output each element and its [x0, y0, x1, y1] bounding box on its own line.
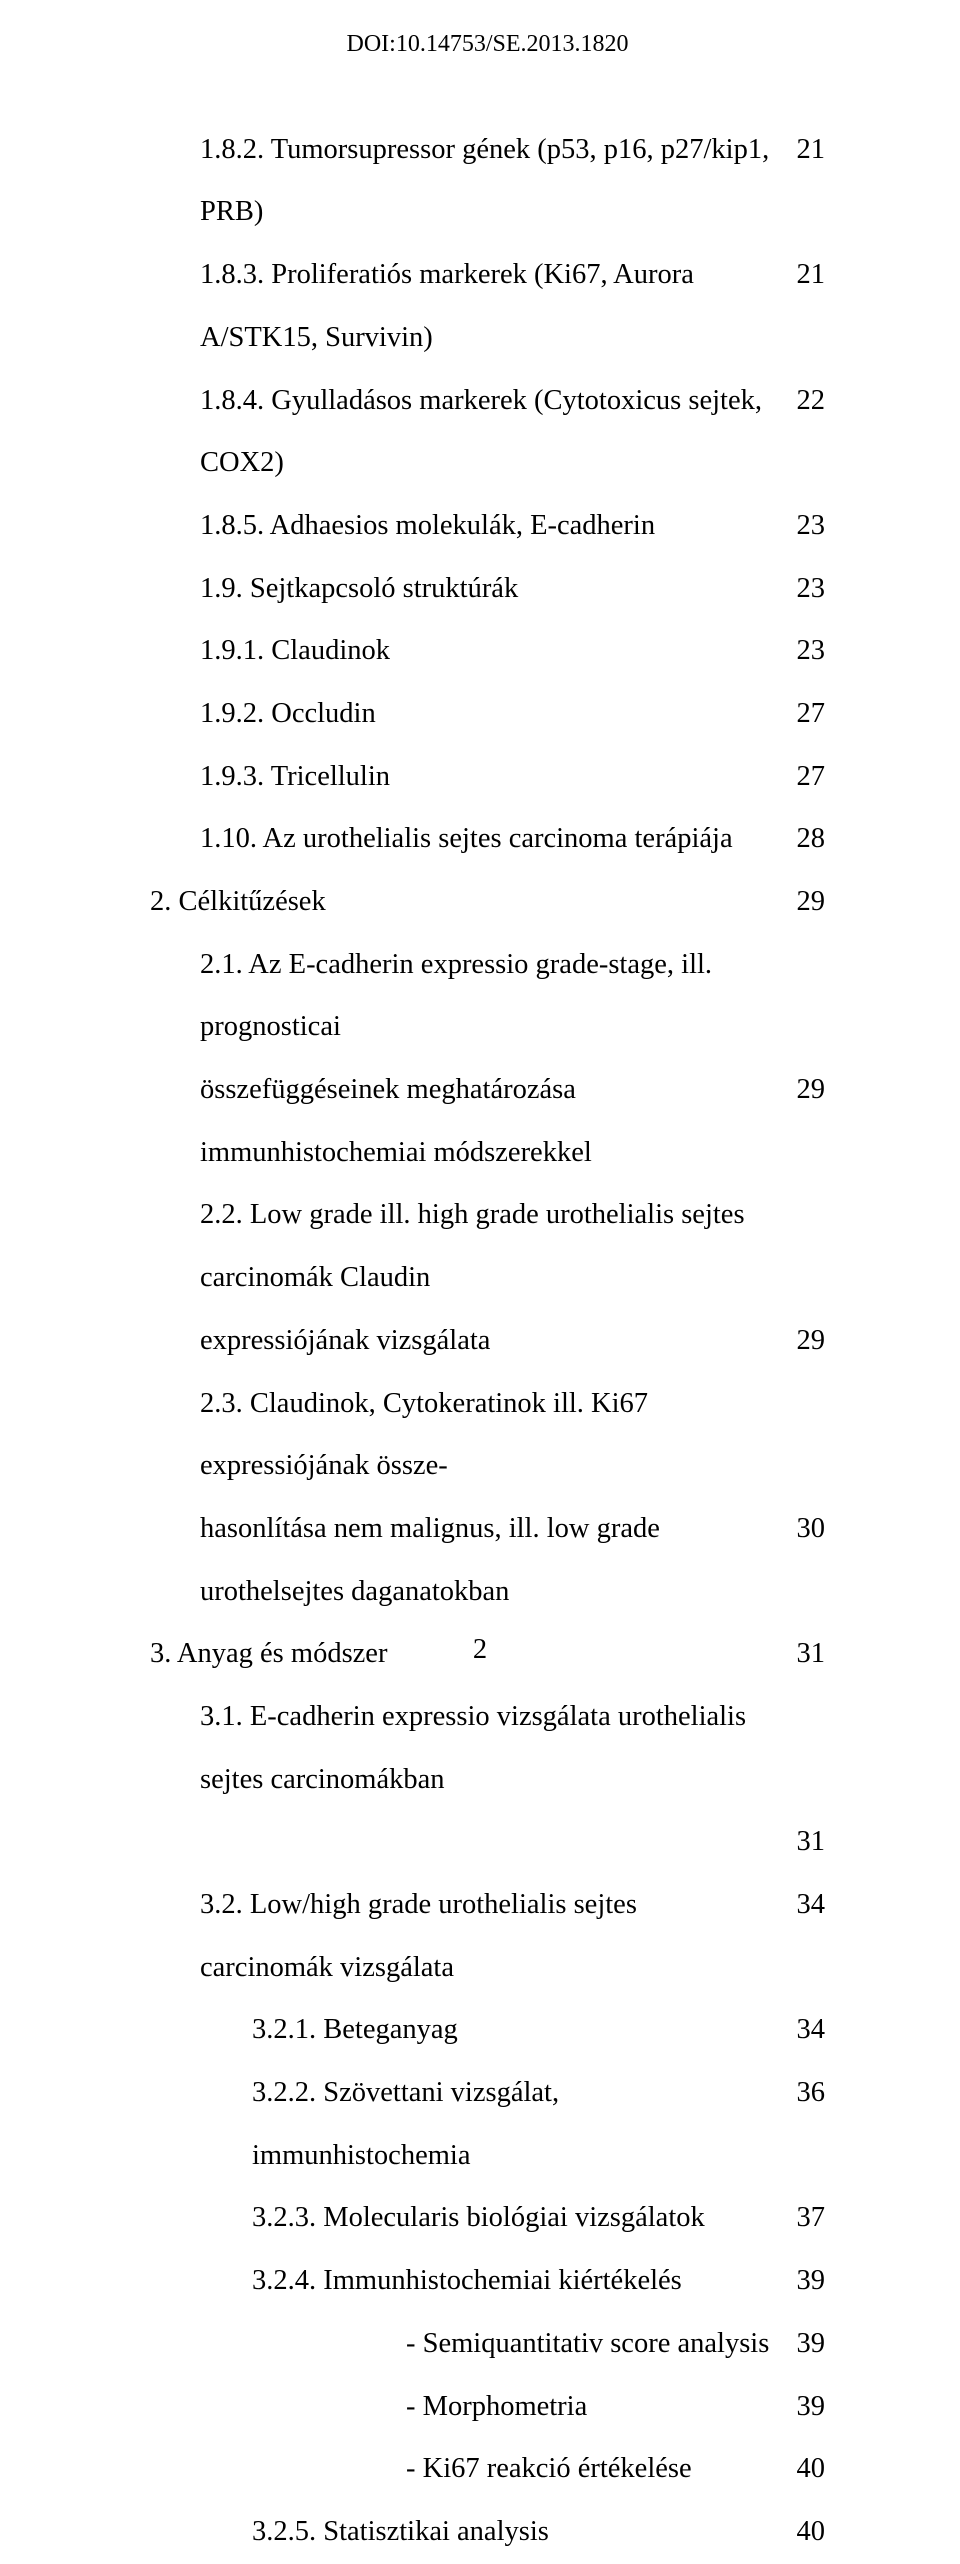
toc-entry-page: 23 [775, 558, 825, 621]
doi-header: DOI:10.14753/SE.2013.1820 [150, 30, 825, 59]
toc-entry-text: 3.2.1. Beteganyag [252, 1999, 775, 2062]
toc-entry-text: 1.8.4. Gyulladásos markerek (Cytotoxicus… [200, 370, 775, 495]
toc-entry-text: 1.8.5. Adhaesios molekulák, E-cadherin [200, 495, 775, 558]
toc-line: 1.8.3. Proliferatiós markerek (Ki67, Aur… [150, 244, 825, 369]
toc-entry-text: összefüggéseinek meghatározása immunhist… [200, 1059, 775, 1184]
toc-line: 2.2. Low grade ill. high grade urothelia… [150, 1184, 825, 1309]
toc-entry-page: 40 [775, 2438, 825, 2501]
toc-entry-page: 39 [775, 2250, 825, 2313]
toc-entry-page: 30 [775, 1498, 825, 1561]
toc-entry-text: 1.8.3. Proliferatiós markerek (Ki67, Aur… [200, 244, 775, 369]
toc-line: 1.9. Sejtkapcsoló struktúrák23 [150, 558, 825, 621]
toc-entry-page: 40 [775, 2501, 825, 2564]
toc-entry-page: 21 [775, 244, 825, 307]
toc-entry-text: 3.2. Low/high grade urothelialis sejtes … [200, 1874, 775, 1999]
toc-entry-page: 31 [775, 1811, 825, 1874]
toc-line: - Semiquantitativ score analysis39 [150, 2313, 825, 2376]
document-page: DOI:10.14753/SE.2013.1820 1.8.2. Tumorsu… [0, 0, 960, 1742]
toc-entry-page: 36 [775, 2062, 825, 2125]
toc-line: 3.2.2. Szövettani vizsgálat, immunhistoc… [150, 2062, 825, 2187]
toc-line: 3.2.1. Beteganyag34 [150, 1999, 825, 2062]
toc-entry-page: 29 [775, 1059, 825, 1122]
toc-entry-page: 34 [775, 1874, 825, 1937]
toc-line: 3.1. E-cadherin expressio vizsgálata uro… [150, 1686, 825, 1811]
toc-entry-page: 29 [775, 871, 825, 934]
toc-line: 31 [150, 1811, 825, 1874]
toc-entry-page: 22 [775, 370, 825, 433]
toc-entry-page: 34 [775, 1999, 825, 2062]
toc-entry-text: 1.8.2. Tumorsupressor gének (p53, p16, p… [200, 119, 775, 244]
toc-entry-text: 3.2.3. Molecularis biológiai vizsgálatok [252, 2187, 775, 2250]
toc-entry-text: 2.1. Az E-cadherin expressio grade-stage… [200, 934, 775, 1059]
toc-entry-page: 21 [775, 119, 825, 182]
toc-line: összefüggéseinek meghatározása immunhist… [150, 1059, 825, 1184]
toc-entry-text: - Ki67 reakció értékelése [406, 2438, 775, 2501]
toc-entry-text: 1.9.3. Tricellulin [200, 746, 775, 809]
toc-entry-page: 27 [775, 683, 825, 746]
toc-entry-text: 1.9. Sejtkapcsoló struktúrák [200, 558, 775, 621]
toc-entry-text: 1.10. Az urothelialis sejtes carcinoma t… [200, 808, 775, 871]
toc-line: 3.2.4. Immunhistochemiai kiértékelés39 [150, 2250, 825, 2313]
toc-line: 1.9.3. Tricellulin27 [150, 746, 825, 809]
toc-entry-page: 27 [775, 746, 825, 809]
table-of-contents: 1.8.2. Tumorsupressor gének (p53, p16, p… [150, 119, 825, 2564]
toc-line: 1.8.5. Adhaesios molekulák, E-cadherin23 [150, 495, 825, 558]
page-number-footer: 2 [0, 1619, 960, 1682]
toc-entry-page: 37 [775, 2187, 825, 2250]
toc-entry-text: 3.2.2. Szövettani vizsgálat, immunhistoc… [252, 2062, 775, 2187]
toc-entry-text: - Morphometria [406, 2376, 775, 2439]
toc-line: 3.2.3. Molecularis biológiai vizsgálatok… [150, 2187, 825, 2250]
toc-entry-page: 23 [775, 495, 825, 558]
toc-line: 3.2.5. Statisztikai analysis40 [150, 2501, 825, 2564]
toc-entry-page: 39 [775, 2376, 825, 2439]
toc-entry-text: hasonlítása nem malignus, ill. low grade… [200, 1498, 775, 1623]
toc-line: 1.8.2. Tumorsupressor gének (p53, p16, p… [150, 119, 825, 244]
toc-entry-text: 1.9.2. Occludin [200, 683, 775, 746]
toc-entry-page: 29 [775, 1310, 825, 1373]
toc-line: 2.3. Claudinok, Cytokeratinok ill. Ki67 … [150, 1373, 825, 1498]
toc-entry-text: 3.2.4. Immunhistochemiai kiértékelés [252, 2250, 775, 2313]
toc-line: hasonlítása nem malignus, ill. low grade… [150, 1498, 825, 1623]
toc-entry-text: expressiójának vizsgálata [200, 1310, 775, 1373]
toc-entry-text: 2.2. Low grade ill. high grade urothelia… [200, 1184, 775, 1309]
toc-entry-text: 2. Célkitűzések [150, 871, 775, 934]
toc-entry-text: - Semiquantitativ score analysis [406, 2313, 775, 2376]
toc-entry-text: 3.2.5. Statisztikai analysis [252, 2501, 775, 2564]
toc-entry-page: 23 [775, 620, 825, 683]
toc-entry-page: 28 [775, 808, 825, 871]
toc-line: 3.2. Low/high grade urothelialis sejtes … [150, 1874, 825, 1999]
toc-line: 1.10. Az urothelialis sejtes carcinoma t… [150, 808, 825, 871]
toc-entry-text: 1.9.1. Claudinok [200, 620, 775, 683]
toc-entry-text: 2.3. Claudinok, Cytokeratinok ill. Ki67 … [200, 1373, 775, 1498]
toc-line: 2.1. Az E-cadherin expressio grade-stage… [150, 934, 825, 1059]
toc-line: 1.8.4. Gyulladásos markerek (Cytotoxicus… [150, 370, 825, 495]
toc-entry-text: 3.1. E-cadherin expressio vizsgálata uro… [200, 1686, 775, 1811]
toc-entry-page: 39 [775, 2313, 825, 2376]
toc-line: - Morphometria39 [150, 2376, 825, 2439]
toc-line: expressiójának vizsgálata29 [150, 1310, 825, 1373]
toc-line: 2. Célkitűzések29 [150, 871, 825, 934]
toc-line: 1.9.2. Occludin27 [150, 683, 825, 746]
toc-line: 1.9.1. Claudinok23 [150, 620, 825, 683]
toc-line: - Ki67 reakció értékelése40 [150, 2438, 825, 2501]
